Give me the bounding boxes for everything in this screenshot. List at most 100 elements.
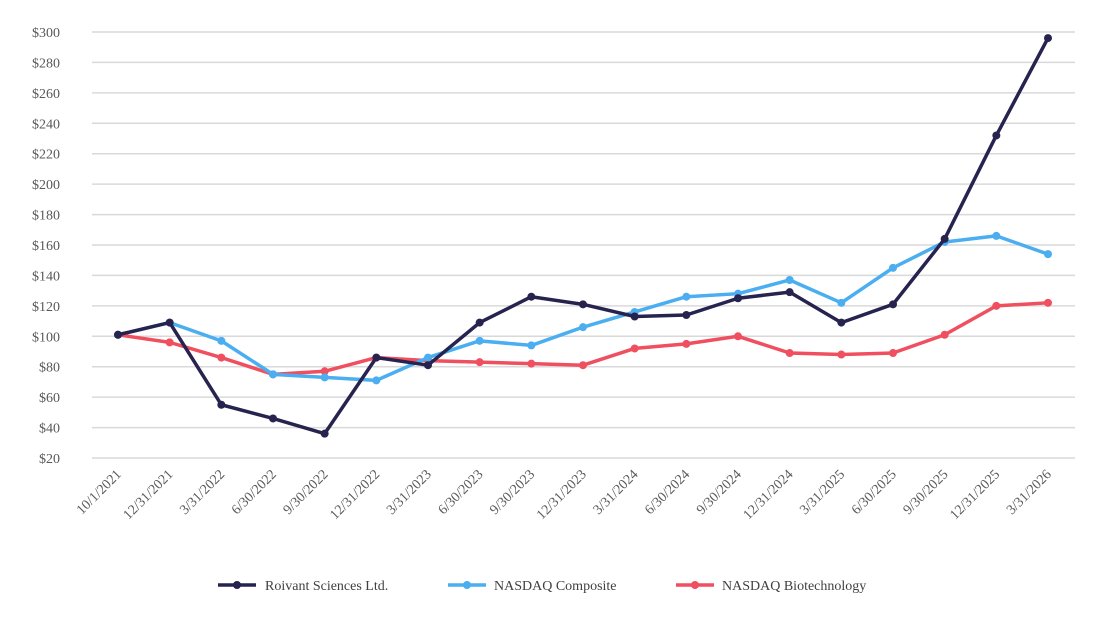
- data-point: [682, 292, 691, 301]
- data-point: [630, 312, 639, 321]
- data-point: [1044, 250, 1052, 259]
- x-tick-label: 10/1/2021: [74, 467, 125, 518]
- data-point: [165, 338, 174, 347]
- data-point: [682, 339, 691, 348]
- data-point: [1044, 34, 1052, 43]
- x-tick-label: 9/30/2024: [694, 467, 745, 518]
- x-tick-label: 12/31/2021: [121, 467, 177, 523]
- data-point: [114, 330, 122, 339]
- x-tick-label: 3/31/2024: [591, 467, 642, 518]
- legend-item: Roivant Sciences Ltd.: [218, 579, 388, 594]
- data-point: [527, 292, 536, 301]
- y-tick-label: $60: [39, 391, 60, 406]
- x-tick-label: 6/30/2022: [229, 467, 280, 518]
- data-point: [475, 358, 484, 367]
- y-tick-label: $200: [32, 178, 60, 193]
- gridlines: [92, 31, 1075, 459]
- data-point: [682, 310, 691, 319]
- data-point: [630, 344, 639, 353]
- y-tick-label: $80: [39, 361, 60, 376]
- data-point: [992, 131, 1001, 140]
- legend-label: NASDAQ Composite: [494, 579, 617, 594]
- x-tick-label: 12/31/2023: [534, 467, 590, 523]
- data-point: [992, 301, 1001, 310]
- data-point: [424, 361, 432, 370]
- data-point: [320, 373, 329, 382]
- data-point: [940, 330, 949, 339]
- data-point: [1044, 298, 1052, 307]
- data-point: [785, 275, 794, 284]
- data-point: [734, 294, 742, 303]
- y-axis-tick-labels: $20 $40 $60 $80 $100 $120 $140 $160 $180 $200 $220…: [32, 26, 60, 467]
- y-tick-label: $180: [32, 209, 60, 224]
- y-tick-label: $220: [32, 148, 60, 163]
- y-tick-label: $140: [32, 269, 60, 284]
- data-point: [889, 349, 897, 358]
- legend: Roivant Sciences Ltd. NASDAQ Composite NAS…: [218, 579, 866, 594]
- data-point: [320, 429, 329, 438]
- data-point: [475, 318, 484, 327]
- x-tick-label: 9/30/2022: [281, 467, 332, 518]
- legend-label: NASDAQ Biotechnology: [722, 579, 866, 594]
- data-point: [579, 323, 587, 332]
- data-point: [217, 336, 226, 345]
- x-tick-label: 3/31/2026: [1004, 467, 1055, 518]
- x-tick-label: 9/30/2023: [487, 467, 538, 518]
- data-point: [217, 353, 226, 362]
- y-tick-label: $20: [39, 452, 60, 467]
- series-roivant-sciences-ltd: [114, 34, 1052, 438]
- y-tick-label: $120: [32, 300, 60, 315]
- data-point: [579, 361, 587, 370]
- x-tick-label: 6/30/2023: [436, 467, 487, 518]
- data-point: [837, 318, 846, 327]
- data-point: [165, 318, 174, 327]
- data-point: [837, 350, 846, 359]
- x-tick-label: 3/31/2022: [177, 467, 228, 518]
- legend-swatch-marker: [691, 581, 699, 589]
- data-point: [269, 414, 277, 423]
- x-tick-label: 12/31/2022: [327, 467, 383, 523]
- x-tick-label: 6/30/2024: [642, 467, 693, 518]
- data-point: [424, 353, 432, 362]
- legend-label: Roivant Sciences Ltd.: [265, 579, 388, 594]
- data-point: [785, 349, 794, 358]
- y-tick-label: $260: [32, 87, 60, 102]
- data-point: [320, 367, 329, 376]
- data-point: [269, 370, 277, 379]
- data-point: [372, 353, 381, 362]
- legend-item: NASDAQ Biotechnology: [676, 579, 866, 594]
- x-tick-label: 6/30/2025: [849, 467, 900, 518]
- data-point: [785, 288, 794, 297]
- x-tick-label: 12/31/2024: [741, 467, 797, 523]
- data-point: [217, 400, 226, 409]
- x-tick-label: 12/31/2025: [947, 467, 1003, 523]
- legend-item: NASDAQ Composite: [448, 579, 617, 594]
- data-point: [527, 341, 536, 350]
- x-tick-label: 3/31/2025: [797, 467, 848, 518]
- data-point: [475, 336, 484, 345]
- series-lines: [114, 34, 1052, 438]
- y-tick-label: $160: [32, 239, 60, 254]
- data-point: [734, 332, 742, 341]
- y-tick-label: $40: [39, 422, 60, 437]
- y-tick-label: $280: [32, 56, 60, 71]
- x-tick-label: 9/30/2025: [901, 467, 952, 518]
- data-point: [992, 231, 1001, 240]
- legend-swatch-marker: [233, 581, 241, 589]
- series-line: [116, 36, 1050, 436]
- data-point: [889, 300, 897, 309]
- data-point: [940, 234, 949, 243]
- data-point: [372, 376, 381, 385]
- data-point: [527, 359, 536, 368]
- y-tick-label: $300: [32, 26, 60, 41]
- legend-swatch-marker: [463, 581, 471, 589]
- y-tick-label: $240: [32, 117, 60, 132]
- data-point: [837, 298, 846, 307]
- x-tick-label: 3/31/2023: [384, 467, 435, 518]
- y-tick-label: $100: [32, 330, 60, 345]
- data-point: [579, 300, 587, 309]
- data-point: [889, 263, 897, 272]
